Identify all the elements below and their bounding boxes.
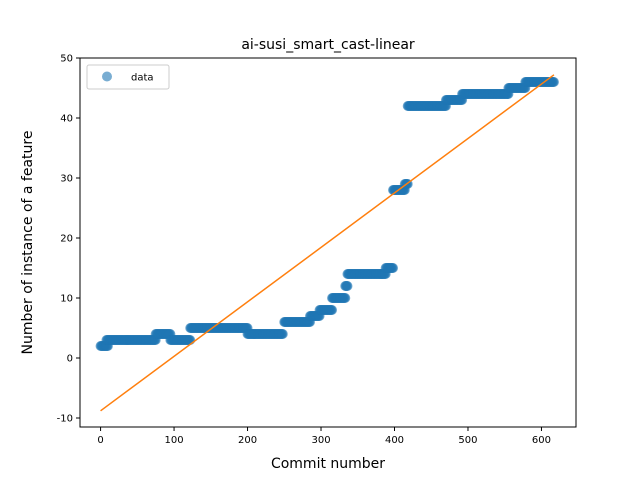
x-axis-label: Commit number	[271, 456, 385, 472]
y-axis-label: Number of instance of a feature	[20, 131, 36, 355]
x-tick-label: 400	[385, 435, 404, 446]
legend: data	[86, 64, 170, 90]
y-tick-label: 50	[60, 54, 73, 65]
data-point	[340, 293, 351, 303]
y-tick-label: 30	[60, 174, 73, 185]
y-tick-label: 10	[60, 294, 73, 305]
data-point	[342, 281, 353, 291]
plot-area	[95, 74, 559, 412]
data-point	[327, 305, 338, 315]
legend-label-data: data	[131, 73, 154, 84]
y-tick-label: 40	[60, 114, 73, 125]
chart-title: ai-susi_smart_cast-linear	[241, 37, 415, 53]
data-point	[548, 77, 559, 87]
legend-box	[86, 64, 170, 90]
x-tick-label: 200	[238, 435, 257, 446]
x-tick-label: 0	[97, 435, 103, 446]
x-tick-label: 100	[165, 435, 184, 446]
y-tick-label: 20	[60, 234, 73, 245]
data-point	[388, 263, 399, 273]
axes-frame	[79, 57, 577, 428]
y-axis: -10 0 10 20 30 40 50	[57, 54, 80, 425]
fit-line	[100, 74, 555, 412]
y-tick-label: 0	[67, 354, 73, 365]
x-tick-label: 300	[311, 435, 330, 446]
legend-marker-data	[102, 71, 112, 82]
data-point	[277, 329, 288, 339]
x-axis: 0 100 200 300 400 500 600	[97, 427, 551, 446]
y-tick-label: -10	[57, 414, 73, 425]
x-tick-label: 600	[532, 435, 551, 446]
x-tick-label: 500	[458, 435, 477, 446]
